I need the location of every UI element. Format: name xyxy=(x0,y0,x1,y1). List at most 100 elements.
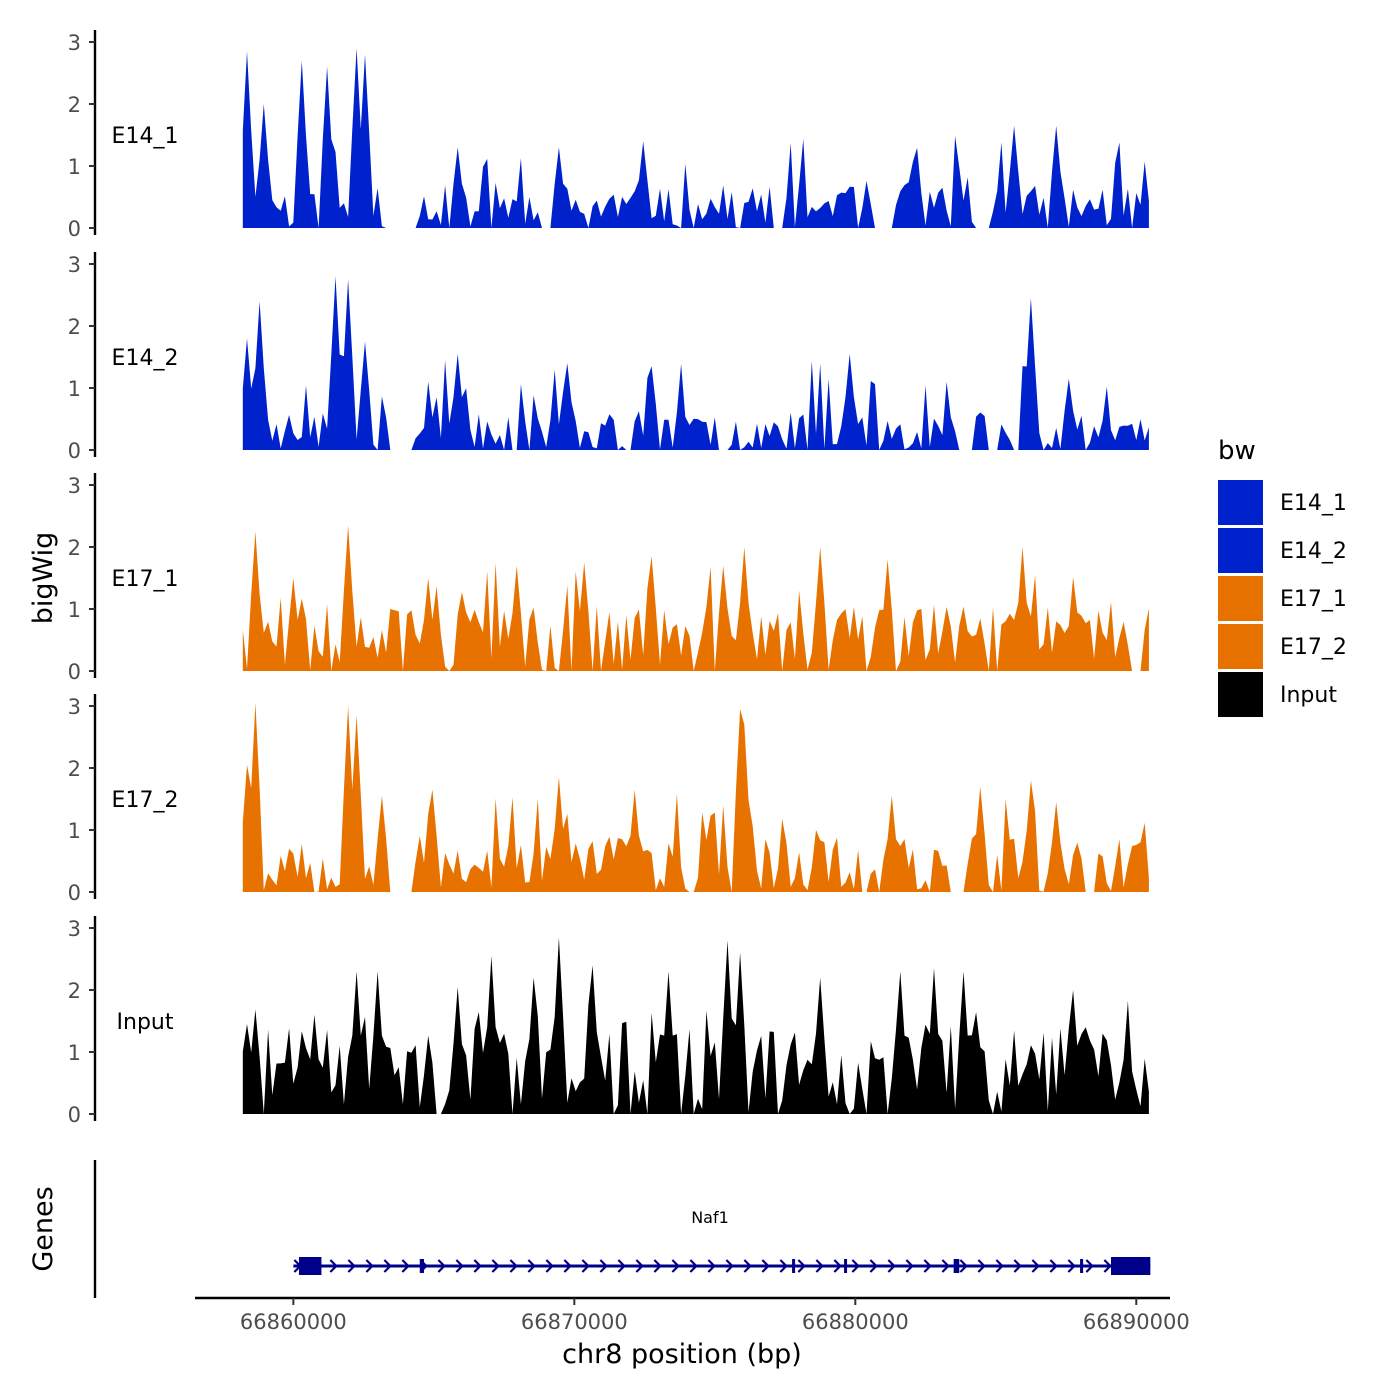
strand-arrow xyxy=(851,1259,860,1273)
strand-arrow xyxy=(653,1259,662,1273)
strand-arrow xyxy=(1103,1259,1112,1273)
strand-arrow xyxy=(599,1259,608,1273)
track-e17-1: 0 1 2 3 E17_1 xyxy=(68,473,1149,684)
legend-swatch xyxy=(1218,480,1263,525)
gene-exon xyxy=(298,1257,322,1275)
strand-arrow xyxy=(1067,1259,1076,1273)
signal-area xyxy=(242,276,1149,450)
strand-arrow xyxy=(995,1259,1004,1273)
strand-arrow xyxy=(545,1259,554,1273)
strand-arrow xyxy=(1085,1259,1094,1273)
y-tick-label: 1 xyxy=(68,1041,81,1065)
y-tick-label: 2 xyxy=(68,536,81,560)
legend-swatch xyxy=(1218,576,1263,621)
y-tick-label: 2 xyxy=(68,979,81,1003)
y-tick-label: 3 xyxy=(68,31,81,55)
strand-arrow xyxy=(473,1259,482,1273)
strand-arrow xyxy=(869,1259,878,1273)
gene-exon xyxy=(792,1259,796,1273)
y-tick-label: 0 xyxy=(68,660,81,684)
track-e14-2: 0 1 2 3 E14_2 xyxy=(68,252,1149,463)
track-e17-2: 0 1 2 3 E17_2 xyxy=(68,694,1149,905)
strand-arrow xyxy=(779,1259,788,1273)
strand-arrow xyxy=(941,1259,950,1273)
legend-swatch xyxy=(1218,672,1263,717)
x-tick-label: 66880000 xyxy=(802,1310,909,1334)
track-input: 0 1 2 3 Input xyxy=(68,916,1149,1127)
track-label: Input xyxy=(117,1010,174,1035)
gene-exon xyxy=(1110,1257,1151,1275)
gene-exon xyxy=(419,1259,424,1273)
gene-name: Naf1 xyxy=(691,1208,729,1227)
legend-swatch xyxy=(1218,624,1263,669)
strand-arrow xyxy=(635,1259,644,1273)
y-tick-label: 3 xyxy=(68,695,81,719)
track-label: E14_2 xyxy=(112,346,179,371)
strand-arrow xyxy=(743,1259,752,1273)
legend-swatch xyxy=(1218,528,1263,573)
strand-arrow xyxy=(707,1259,716,1273)
track-label: E14_1 xyxy=(112,124,179,149)
strand-arrow xyxy=(437,1259,446,1273)
legend-items: E14_1 E14_2 E17_1 E17_2 Input xyxy=(1218,480,1347,717)
strand-arrow xyxy=(689,1259,698,1273)
y-tick-label: 2 xyxy=(68,315,81,339)
y-tick-label: 3 xyxy=(68,253,81,277)
strand-arrow xyxy=(527,1259,536,1273)
strand-arrow xyxy=(329,1259,338,1273)
y-tick-label: 2 xyxy=(68,93,81,117)
strand-arrow xyxy=(815,1259,824,1273)
strand-arrow xyxy=(401,1259,410,1273)
y-tick-label: 1 xyxy=(68,598,81,622)
x-axis-label: chr8 position (bp) xyxy=(562,1339,802,1370)
strand-arrow xyxy=(383,1259,392,1273)
signal-area xyxy=(242,48,1149,229)
legend: bw E14_1 E14_2 E17_1 E17_2 Input xyxy=(1218,436,1347,717)
strand-arrow xyxy=(905,1259,914,1273)
x-tick-label: 66890000 xyxy=(1083,1310,1190,1334)
y-tick-label: 3 xyxy=(68,474,81,498)
gene-exon xyxy=(1080,1259,1084,1273)
strand-arrow xyxy=(959,1259,968,1273)
strand-arrow xyxy=(725,1259,734,1273)
y-tick-label: 1 xyxy=(68,819,81,843)
x-axis: 66860000 66870000 66880000 66890000 chr8 po… xyxy=(195,1296,1190,1370)
gene-exon xyxy=(953,1259,960,1273)
legend-label: Input xyxy=(1280,683,1337,708)
strand-arrow xyxy=(365,1259,374,1273)
strand-arrow xyxy=(347,1259,356,1273)
y-axis-label: bigWig xyxy=(28,532,59,625)
strand-arrow xyxy=(491,1259,500,1273)
legend-label: E14_2 xyxy=(1280,539,1347,564)
legend-title: bw xyxy=(1218,436,1256,466)
strand-arrow xyxy=(455,1259,464,1273)
x-tick-label: 66860000 xyxy=(240,1310,347,1334)
y-tick-label: 3 xyxy=(68,917,81,941)
y-tick-label: 0 xyxy=(68,439,81,463)
strand-arrow xyxy=(509,1259,518,1273)
track-e14-1: 0 1 2 3 E14_1 xyxy=(68,30,1149,241)
signal-area xyxy=(242,937,1149,1114)
track-label: E17_2 xyxy=(112,788,179,813)
x-tick-label: 66870000 xyxy=(521,1310,628,1334)
genes-track: Genes Naf1 xyxy=(28,1160,1151,1298)
strand-arrow xyxy=(887,1259,896,1273)
strand-arrow xyxy=(563,1259,572,1273)
genes-label: Genes xyxy=(28,1186,59,1271)
strand-arrow xyxy=(581,1259,590,1273)
strand-arrow xyxy=(617,1259,626,1273)
strand-arrow xyxy=(923,1259,932,1273)
tracks-layer: 0 1 2 3 E14_1 0 1 2 3 E14_2 0 1 2 3 E17_1 0 1 2 3 E17_2 0 1 2 3… xyxy=(68,30,1149,1127)
legend-label: E17_1 xyxy=(1280,587,1347,612)
strand-arrow xyxy=(1013,1259,1022,1273)
gene-exon xyxy=(844,1259,848,1273)
strand-arrow xyxy=(761,1259,770,1273)
y-tick-label: 1 xyxy=(68,155,81,179)
y-tick-label: 2 xyxy=(68,757,81,781)
legend-label: E14_1 xyxy=(1280,491,1347,516)
strand-arrow xyxy=(977,1259,986,1273)
strand-arrow xyxy=(1049,1259,1058,1273)
y-tick-label: 0 xyxy=(68,217,81,241)
y-tick-label: 0 xyxy=(68,1103,81,1127)
